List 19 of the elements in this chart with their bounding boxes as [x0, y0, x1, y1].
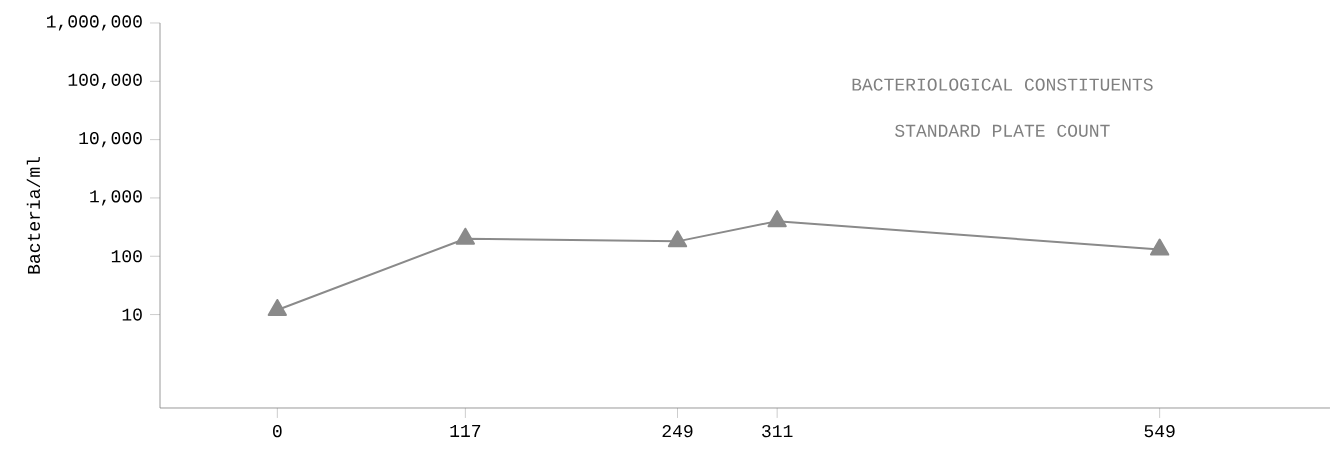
y-axis-title: Bacteria/ml: [26, 157, 41, 274]
point: [1149, 238, 1170, 256]
x-tick-label: 549: [1144, 425, 1175, 438]
x-tick-label: 0: [273, 425, 282, 438]
x-tick-label: 117: [450, 425, 481, 437]
text: STANDARD PLATE COUNT: [895, 124, 1110, 137]
point: [767, 210, 787, 228]
point: [455, 227, 476, 245]
y-tick-label: 1,000: [90, 190, 142, 206]
point: [267, 298, 287, 316]
y-tick-label: 10,000: [79, 132, 142, 148]
text: BACTERIOLOGICAL CONSTITUENTS: [852, 78, 1153, 91]
y-tick-label: 1,000,000: [47, 15, 142, 31]
x-tick-label: 311: [762, 425, 793, 438]
y-tick-label: 100: [111, 250, 142, 263]
point: [667, 230, 688, 248]
x-tick-label: 249: [662, 425, 693, 438]
y-tick-label: 10: [122, 308, 142, 321]
y-tick-label: 100,000: [68, 73, 142, 89]
